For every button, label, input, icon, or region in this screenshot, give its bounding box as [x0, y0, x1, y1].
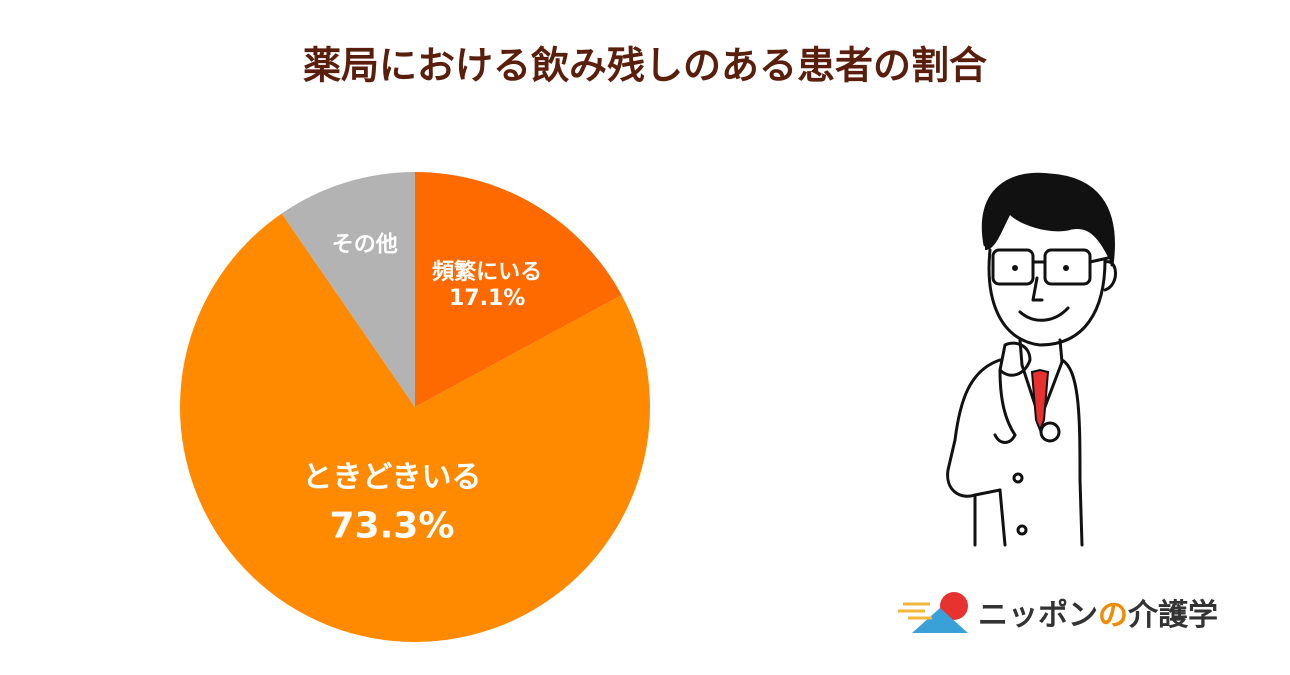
pie-slice: [281, 172, 415, 407]
pie-slice: [179, 213, 651, 642]
value-label: 17.1%: [449, 286, 525, 311]
logo-text: ニッポンの介護学: [978, 598, 1218, 633]
doctor-illustration: [946, 172, 1117, 547]
pie-slice: [415, 172, 622, 407]
logo: ニッポンの介護学: [898, 592, 1218, 633]
chart-title: 薬局における飲み残しのある患者の割合: [303, 44, 987, 88]
value-label: 73.3%: [330, 505, 455, 546]
logo-text-part: の: [1098, 598, 1128, 633]
slice-label: ときどきいる: [302, 460, 481, 495]
logo-mountain: [912, 608, 968, 633]
logo-text-part: 介護学: [1127, 598, 1218, 633]
slice-label: 頻繁にいる: [432, 259, 542, 285]
logo-sun: [940, 592, 968, 620]
logo-lines: [898, 602, 932, 620]
slice-label: その他: [332, 232, 398, 257]
logo-text-part: ニッポン: [978, 598, 1098, 633]
